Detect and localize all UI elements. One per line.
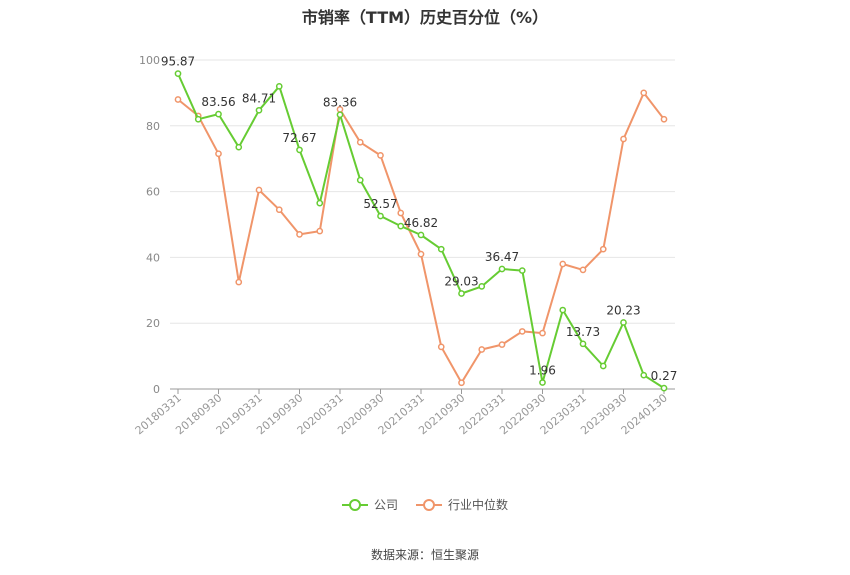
data-label: 95.87 (161, 55, 195, 69)
data-point (316, 199, 324, 207)
data-point (458, 290, 465, 297)
data-point (377, 212, 384, 220)
data-point (194, 115, 202, 123)
legend: 公司 行业中位数 (0, 496, 850, 513)
legend-item-company[interactable]: 公司 (341, 496, 398, 513)
data-point (539, 379, 546, 386)
data-label: 13.73 (566, 325, 600, 339)
legend-item-industry-median[interactable]: 行业中位数 (416, 496, 508, 513)
data-label: 0.27 (651, 369, 678, 383)
data-label: 29.03 (444, 274, 478, 288)
data-point (397, 209, 405, 217)
data-point (255, 186, 263, 194)
y-tick-label: 100 (139, 54, 160, 67)
data-point (275, 206, 283, 214)
chart-title: 市销率（TTM）历史百分位（%） (301, 8, 549, 27)
data-point (599, 245, 607, 253)
data-point (397, 222, 405, 230)
data-point (579, 340, 587, 348)
data-point (640, 371, 648, 379)
data-point (437, 343, 445, 351)
data-point (599, 362, 607, 370)
data-point (660, 384, 668, 392)
data-point (640, 89, 648, 97)
data-point (498, 265, 506, 273)
data-point (336, 111, 344, 119)
data-point (437, 245, 445, 253)
data-point (275, 82, 283, 90)
data-point (215, 150, 222, 158)
data-point (579, 266, 587, 274)
legend-label-company: 公司 (373, 498, 398, 512)
data-point (620, 319, 627, 326)
data-point (417, 250, 425, 258)
data-point (215, 110, 222, 118)
y-tick-label: 60 (146, 186, 160, 199)
data-point (559, 306, 567, 314)
data-point (478, 346, 486, 353)
data-label: 20.23 (606, 303, 640, 317)
data-point (356, 138, 364, 146)
data-point (660, 115, 668, 123)
y-tick-label: 40 (146, 251, 160, 264)
data-point (620, 135, 627, 143)
data-label: 84.71 (242, 91, 276, 105)
data-label: 52.57 (363, 197, 397, 211)
legend-swatch-company (341, 498, 368, 512)
series-lines (174, 70, 668, 392)
data-point (296, 146, 303, 154)
y-tick-label: 0 (153, 383, 160, 396)
data-point (174, 96, 182, 103)
data-point (377, 152, 384, 159)
y-tick-label: 20 (146, 317, 160, 330)
data-point (296, 231, 303, 238)
data-point (478, 283, 486, 290)
data-point (316, 227, 324, 235)
data-point (356, 176, 364, 184)
data-point (518, 267, 526, 274)
legend-label-industry-median: 行业中位数 (448, 498, 509, 512)
data-point (458, 379, 465, 387)
data-label: 72.67 (282, 131, 316, 145)
data-point (498, 341, 506, 348)
data-point (255, 106, 263, 114)
data-point (539, 329, 546, 337)
legend-swatch-industry-median (416, 498, 442, 512)
data-source: 数据来源：恒生聚源 (370, 548, 479, 562)
data-point (235, 143, 243, 151)
data-point (559, 260, 567, 268)
data-label: 36.47 (485, 250, 519, 264)
data-label: 46.82 (404, 216, 438, 230)
data-label: 83.36 (323, 96, 357, 110)
data-point (174, 70, 182, 77)
data-label: 1.96 (529, 364, 556, 378)
data-point (518, 328, 526, 335)
data-labels: 95.87 83.56 84.71 72.67 83.36 52.57 46.82 29.03… (161, 55, 678, 384)
data-point (235, 278, 243, 286)
axes: 0204060801002018033120180930201903312019… (133, 54, 675, 437)
y-tick-label: 80 (146, 120, 160, 133)
data-label: 83.56 (201, 95, 235, 109)
data-point (417, 231, 425, 239)
